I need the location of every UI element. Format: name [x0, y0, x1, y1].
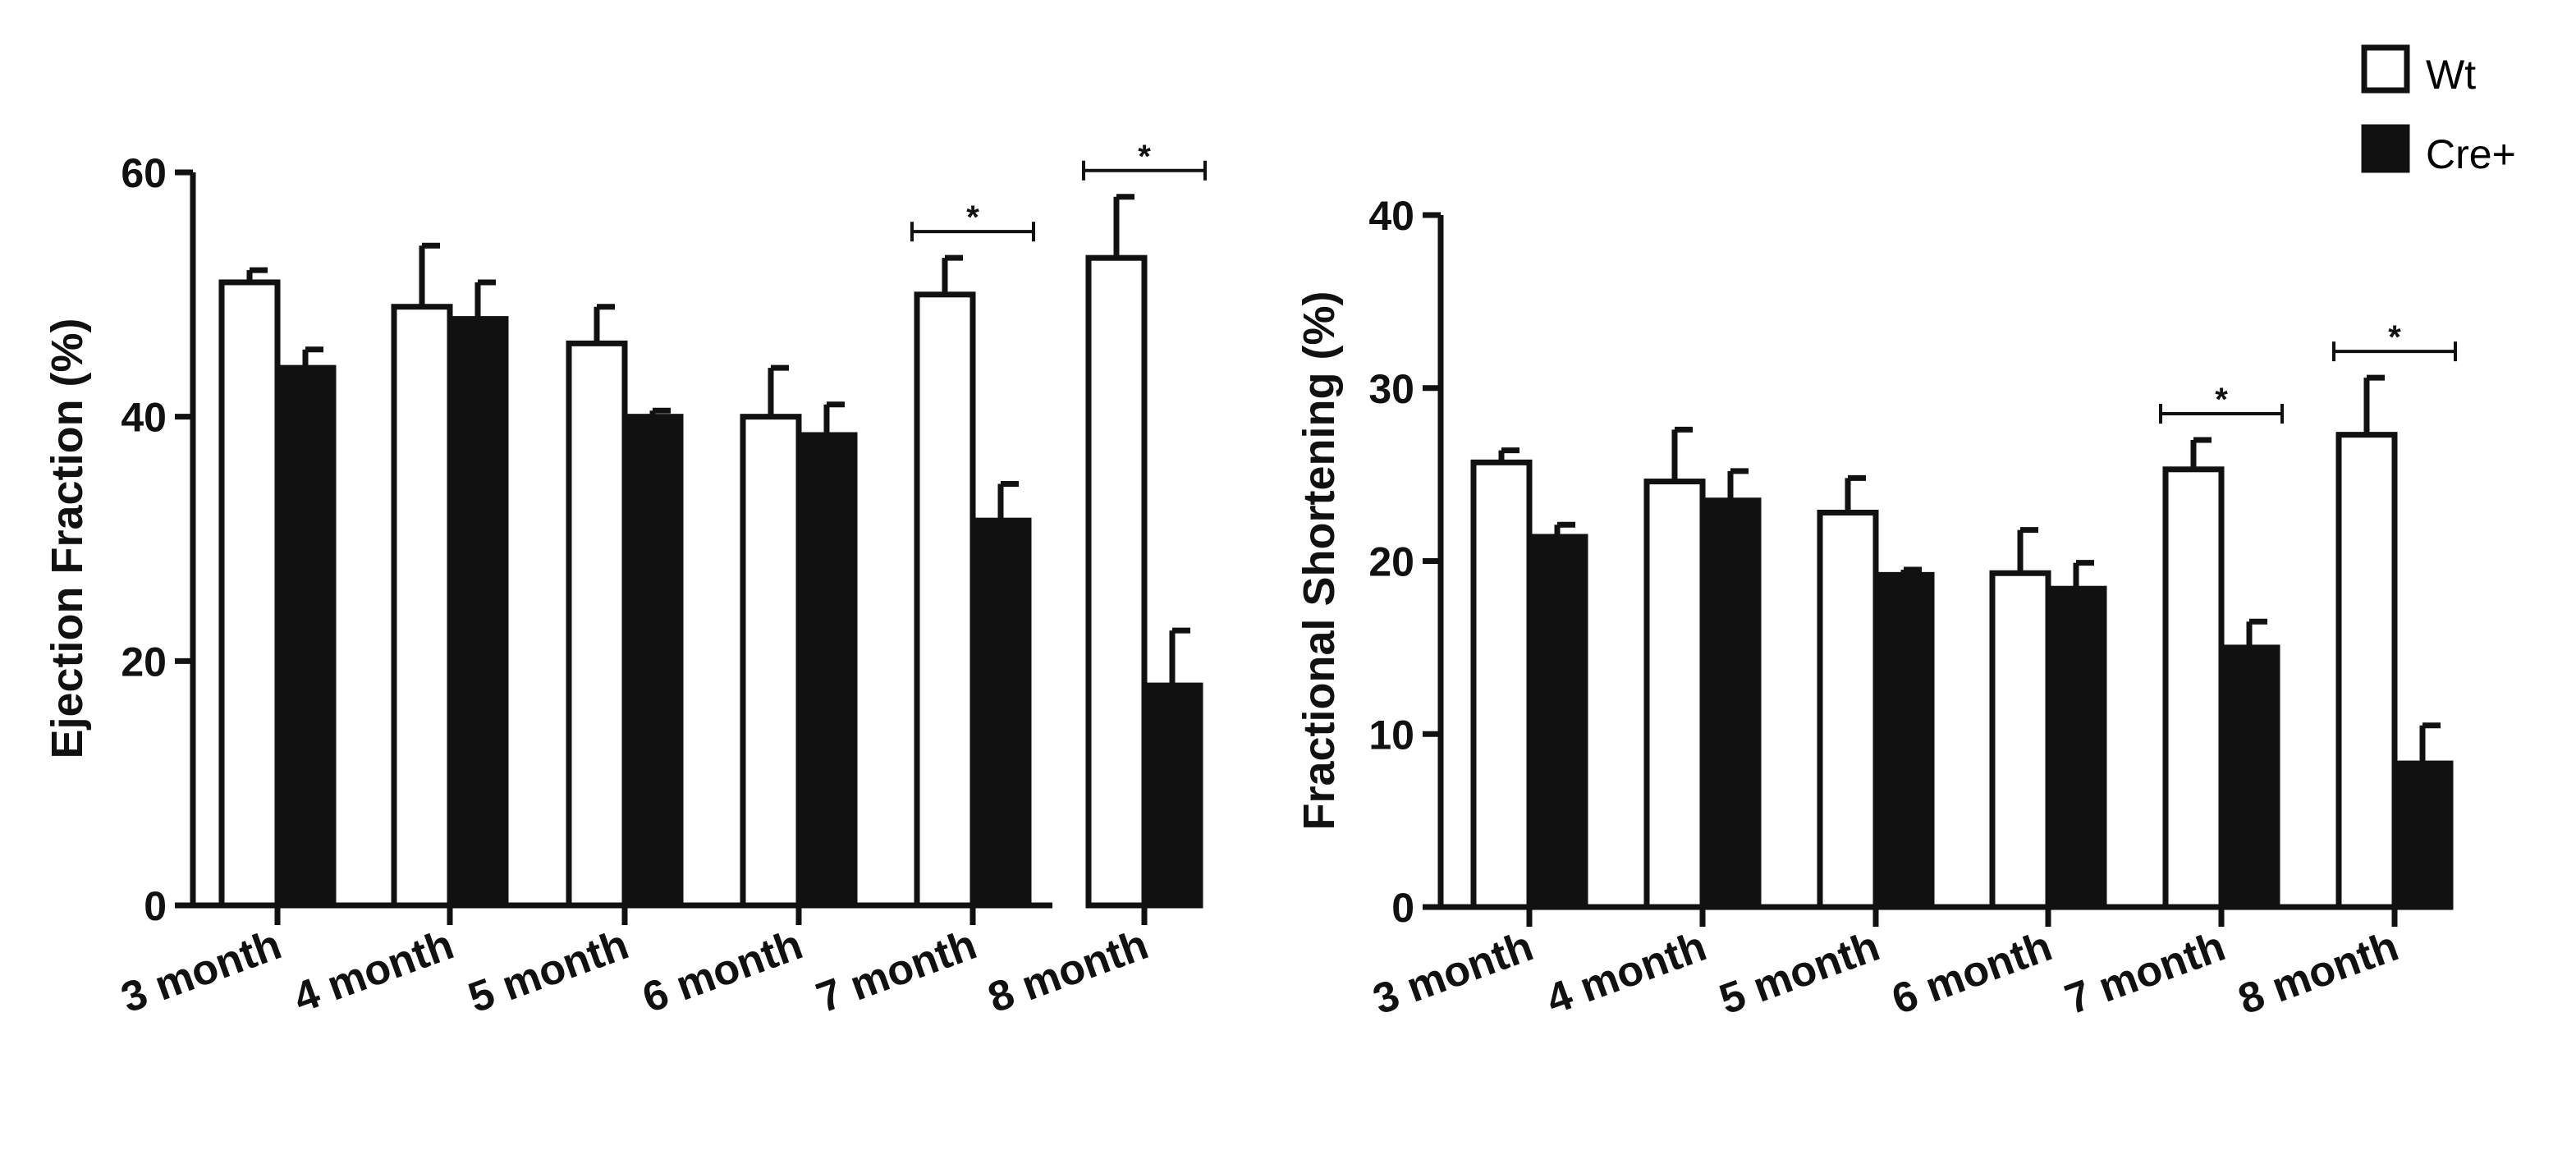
bar-cre	[2218, 644, 2280, 910]
significance-star: *	[2215, 382, 2228, 418]
x-tick-label: 5 month	[1713, 923, 1886, 1024]
x-tick-label: 3 month	[115, 921, 287, 1023]
bar-wt	[1643, 479, 1706, 910]
ejection-fraction-chart: 0 20 40 60 Ejection Fraction (%) 3 month 4 mon…	[43, 139, 1207, 1023]
y-tick-label: 20	[121, 639, 167, 685]
bar-wt	[740, 414, 802, 909]
bar-wt	[1470, 459, 1533, 910]
bar-cre	[1526, 534, 1588, 910]
bar-cre	[447, 316, 509, 909]
bar-cre	[1699, 497, 1762, 910]
bar-cre	[274, 364, 337, 909]
bar-cre	[2045, 585, 2107, 910]
bar-cre	[795, 432, 858, 909]
significance-star: *	[1138, 139, 1151, 175]
x-tick-label: 4 month	[1540, 923, 1712, 1024]
x-tick-label: 6 month	[636, 921, 809, 1023]
bar-wt	[914, 291, 976, 909]
y-axis-title: Fractional Shortening (%)	[1295, 291, 1344, 830]
y-tick-label: 40	[1368, 193, 1414, 239]
legend-swatch-cre	[2361, 124, 2410, 173]
y-axis-title: Ejection Fraction (%)	[43, 318, 92, 758]
legend-swatch-wt	[2361, 44, 2410, 94]
bar-cre	[621, 414, 684, 909]
x-tick-label: 3 month	[1367, 923, 1539, 1024]
y-tick-label: 30	[1368, 366, 1414, 412]
bar-cre	[1141, 682, 1203, 909]
bar-cre	[969, 517, 1032, 909]
x-tick-label: 6 month	[1886, 923, 2058, 1024]
bar-wt	[391, 304, 453, 909]
bar-cre	[2391, 760, 2454, 910]
bar-wt	[2335, 432, 2398, 910]
bar-wt	[1817, 509, 1879, 910]
x-tick-label: 4 month	[287, 921, 460, 1023]
significance-star: *	[966, 199, 979, 236]
legend-label-cre: Cre+	[2426, 131, 2516, 177]
bar-wt	[566, 340, 628, 909]
significance-star: *	[2388, 319, 2401, 355]
x-tick-label: 8 month	[982, 921, 1154, 1023]
x-tick-label: 7 month	[810, 921, 983, 1023]
x-tick-label: 8 month	[2232, 923, 2404, 1024]
fractional-shortening-chart: 0 10 20 30 40 Fractional Shortening (%) 3 mont…	[1295, 193, 2457, 1024]
bar-cre	[1872, 571, 1935, 910]
y-tick-label: 40	[121, 395, 167, 441]
y-tick-label: 60	[121, 150, 167, 196]
x-tick-label: 5 month	[462, 921, 635, 1023]
bar-wt	[218, 279, 281, 909]
bar-wt	[1085, 254, 1148, 909]
bar-wt	[2162, 466, 2225, 910]
bar-wt	[1989, 570, 2051, 910]
y-tick-label: 20	[1368, 539, 1414, 585]
x-tick-label: 7 month	[2059, 923, 2231, 1024]
legend: Wt Cre+	[2361, 44, 2516, 177]
y-tick-label: 10	[1368, 712, 1414, 758]
y-tick-label: 0	[144, 883, 167, 929]
legend-label-wt: Wt	[2426, 52, 2476, 98]
y-tick-label: 0	[1391, 885, 1414, 931]
